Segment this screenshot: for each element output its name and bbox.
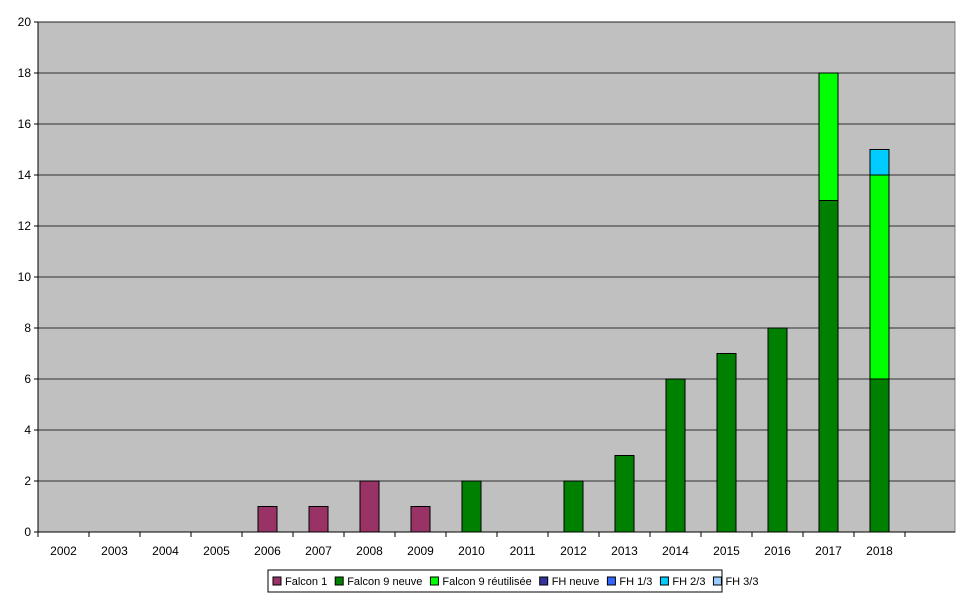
- bar-segment: [257, 506, 278, 533]
- legend-label: Falcon 9 neuve: [347, 576, 422, 588]
- bar-segment: [359, 480, 380, 533]
- x-tick-label: 2002: [50, 544, 77, 558]
- y-tick-label: 12: [18, 219, 32, 233]
- legend-swatch: [272, 576, 282, 586]
- legend-swatch: [712, 576, 722, 586]
- bar-segment: [410, 506, 431, 533]
- x-tick-label: 2015: [713, 544, 740, 558]
- bar-segment: [818, 72, 839, 201]
- bar-segment: [767, 327, 788, 533]
- bar-segment: [614, 455, 635, 533]
- legend-label: FH neuve: [552, 576, 600, 588]
- y-tick-label: 8: [24, 321, 31, 335]
- x-tick-label: 2006: [254, 544, 281, 558]
- legend-label: FH 1/3: [619, 576, 652, 588]
- legend-swatch: [606, 576, 616, 586]
- y-tick-label: 14: [18, 168, 32, 182]
- bar-segment: [665, 378, 686, 533]
- x-tick-label: 2011: [510, 544, 536, 558]
- legend-item: Falcon 9 neuve: [334, 576, 422, 588]
- legend-item: Falcon 1: [272, 576, 327, 588]
- bar-segment: [869, 174, 890, 380]
- legend: Falcon 1 Falcon 9 neuve Falcon 9 réutilisé…: [267, 569, 758, 593]
- x-tick-label: 2009: [407, 544, 434, 558]
- legend-box: [267, 569, 723, 593]
- bar-segment: [869, 149, 890, 176]
- y-tick-label: 10: [18, 270, 32, 284]
- y-tick-label: 2: [24, 474, 31, 488]
- legend-swatch: [659, 576, 669, 586]
- legend-swatch: [429, 576, 439, 586]
- x-tick-label: 2008: [356, 544, 383, 558]
- y-axis: 0 2 4 6 8 10 12 14 16 18 20: [18, 15, 39, 539]
- x-tick-label: 2012: [560, 544, 587, 558]
- plot-area: [37, 21, 956, 533]
- legend-item: FH neuve: [539, 576, 600, 588]
- x-tick-label: 2007: [305, 544, 332, 558]
- legend-label: Falcon 1: [285, 576, 327, 588]
- legend-item: Falcon 9 réutilisée: [429, 576, 532, 588]
- x-tick-label: 2004: [152, 544, 179, 558]
- x-tick-label: 2005: [203, 544, 230, 558]
- x-tick-label: 2010: [458, 544, 485, 558]
- x-tick-label: 2018: [866, 544, 893, 558]
- legend-label: FH 3/3: [725, 576, 758, 588]
- legend-swatch: [539, 576, 549, 586]
- bar-segment: [563, 480, 584, 533]
- legend-swatch: [334, 576, 344, 586]
- legend-label: Falcon 9 réutilisée: [442, 576, 531, 588]
- bar-segment: [461, 480, 482, 533]
- bar-segment: [869, 378, 890, 533]
- x-tick-label: 2017: [815, 544, 842, 558]
- legend-label: FH 2/3: [672, 576, 705, 588]
- y-tick-label: 18: [18, 66, 32, 80]
- legend-item: FH 1/3: [606, 576, 652, 588]
- y-tick-label: 6: [24, 372, 31, 386]
- x-axis: 2002 2003 2004 2005 2006 2007 2008 2009 2010 2011…: [37, 531, 955, 558]
- x-tick-label: 2013: [611, 544, 638, 558]
- y-tick-label: 0: [24, 525, 31, 539]
- legend-item: FH 2/3: [659, 576, 705, 588]
- bar-segment: [818, 200, 839, 533]
- x-tick-label: 2003: [101, 544, 128, 558]
- bar-segment: [716, 353, 737, 533]
- legend-item: FH 3/3: [712, 576, 758, 588]
- bar-segment: [308, 506, 329, 533]
- y-tick-label: 20: [18, 15, 32, 29]
- y-tick-label: 4: [24, 423, 31, 437]
- x-tick-label: 2016: [764, 544, 791, 558]
- x-tick-label: 2014: [662, 544, 689, 558]
- y-tick-label: 16: [18, 117, 32, 131]
